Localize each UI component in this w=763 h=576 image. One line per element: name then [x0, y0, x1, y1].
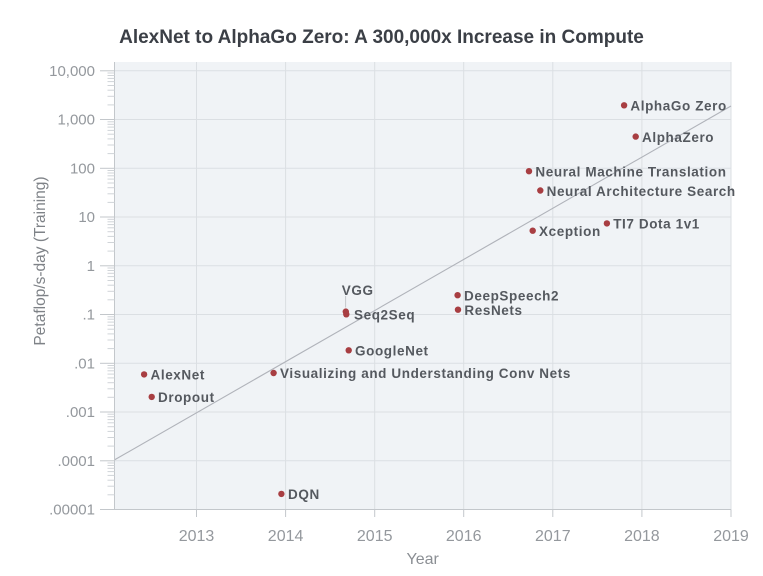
- svg-text:DeepSpeech2: DeepSpeech2: [464, 288, 559, 303]
- svg-text:1,000: 1,000: [57, 112, 95, 129]
- svg-text:Visualizing and Understanding: Visualizing and Understanding Conv Nets: [280, 366, 571, 381]
- svg-text:.0001: .0001: [57, 453, 95, 470]
- svg-text:Neural Machine Translation: Neural Machine Translation: [535, 164, 726, 179]
- svg-text:2019: 2019: [713, 528, 749, 545]
- svg-text:Dropout: Dropout: [158, 390, 215, 405]
- svg-text:DQN: DQN: [288, 487, 320, 502]
- svg-text:2014: 2014: [268, 528, 304, 545]
- svg-text:AlexNet: AlexNet: [151, 368, 205, 383]
- svg-text:10: 10: [78, 209, 95, 226]
- svg-text:.01: .01: [74, 355, 95, 372]
- svg-text:AlphaGo Zero: AlphaGo Zero: [630, 99, 726, 114]
- svg-text:.00001: .00001: [49, 502, 95, 519]
- svg-text:TI7 Dota 1v1: TI7 Dota 1v1: [613, 217, 700, 232]
- svg-text:2013: 2013: [179, 528, 215, 545]
- svg-text:Xception: Xception: [539, 224, 601, 239]
- svg-text:2018: 2018: [624, 528, 660, 545]
- svg-text:2015: 2015: [357, 528, 393, 545]
- svg-text:.001: .001: [66, 404, 95, 421]
- svg-text:10,000: 10,000: [49, 63, 95, 80]
- svg-text:1: 1: [87, 258, 95, 275]
- svg-text:100: 100: [70, 160, 95, 177]
- svg-text:VGG: VGG: [342, 283, 374, 298]
- svg-text:Seq2Seq: Seq2Seq: [354, 308, 415, 323]
- svg-text:.1: .1: [82, 307, 95, 324]
- svg-text:GoogleNet: GoogleNet: [355, 344, 429, 359]
- svg-text:2017: 2017: [535, 528, 571, 545]
- svg-text:AlphaZero: AlphaZero: [642, 130, 714, 145]
- svg-text:Neural Architecture Search: Neural Architecture Search: [547, 184, 736, 199]
- svg-text:2016: 2016: [446, 528, 482, 545]
- svg-text:Petaflop/s-day (Training): Petaflop/s-day (Training): [32, 176, 49, 345]
- svg-text:Year: Year: [407, 551, 440, 568]
- svg-text:ResNets: ResNets: [464, 303, 522, 318]
